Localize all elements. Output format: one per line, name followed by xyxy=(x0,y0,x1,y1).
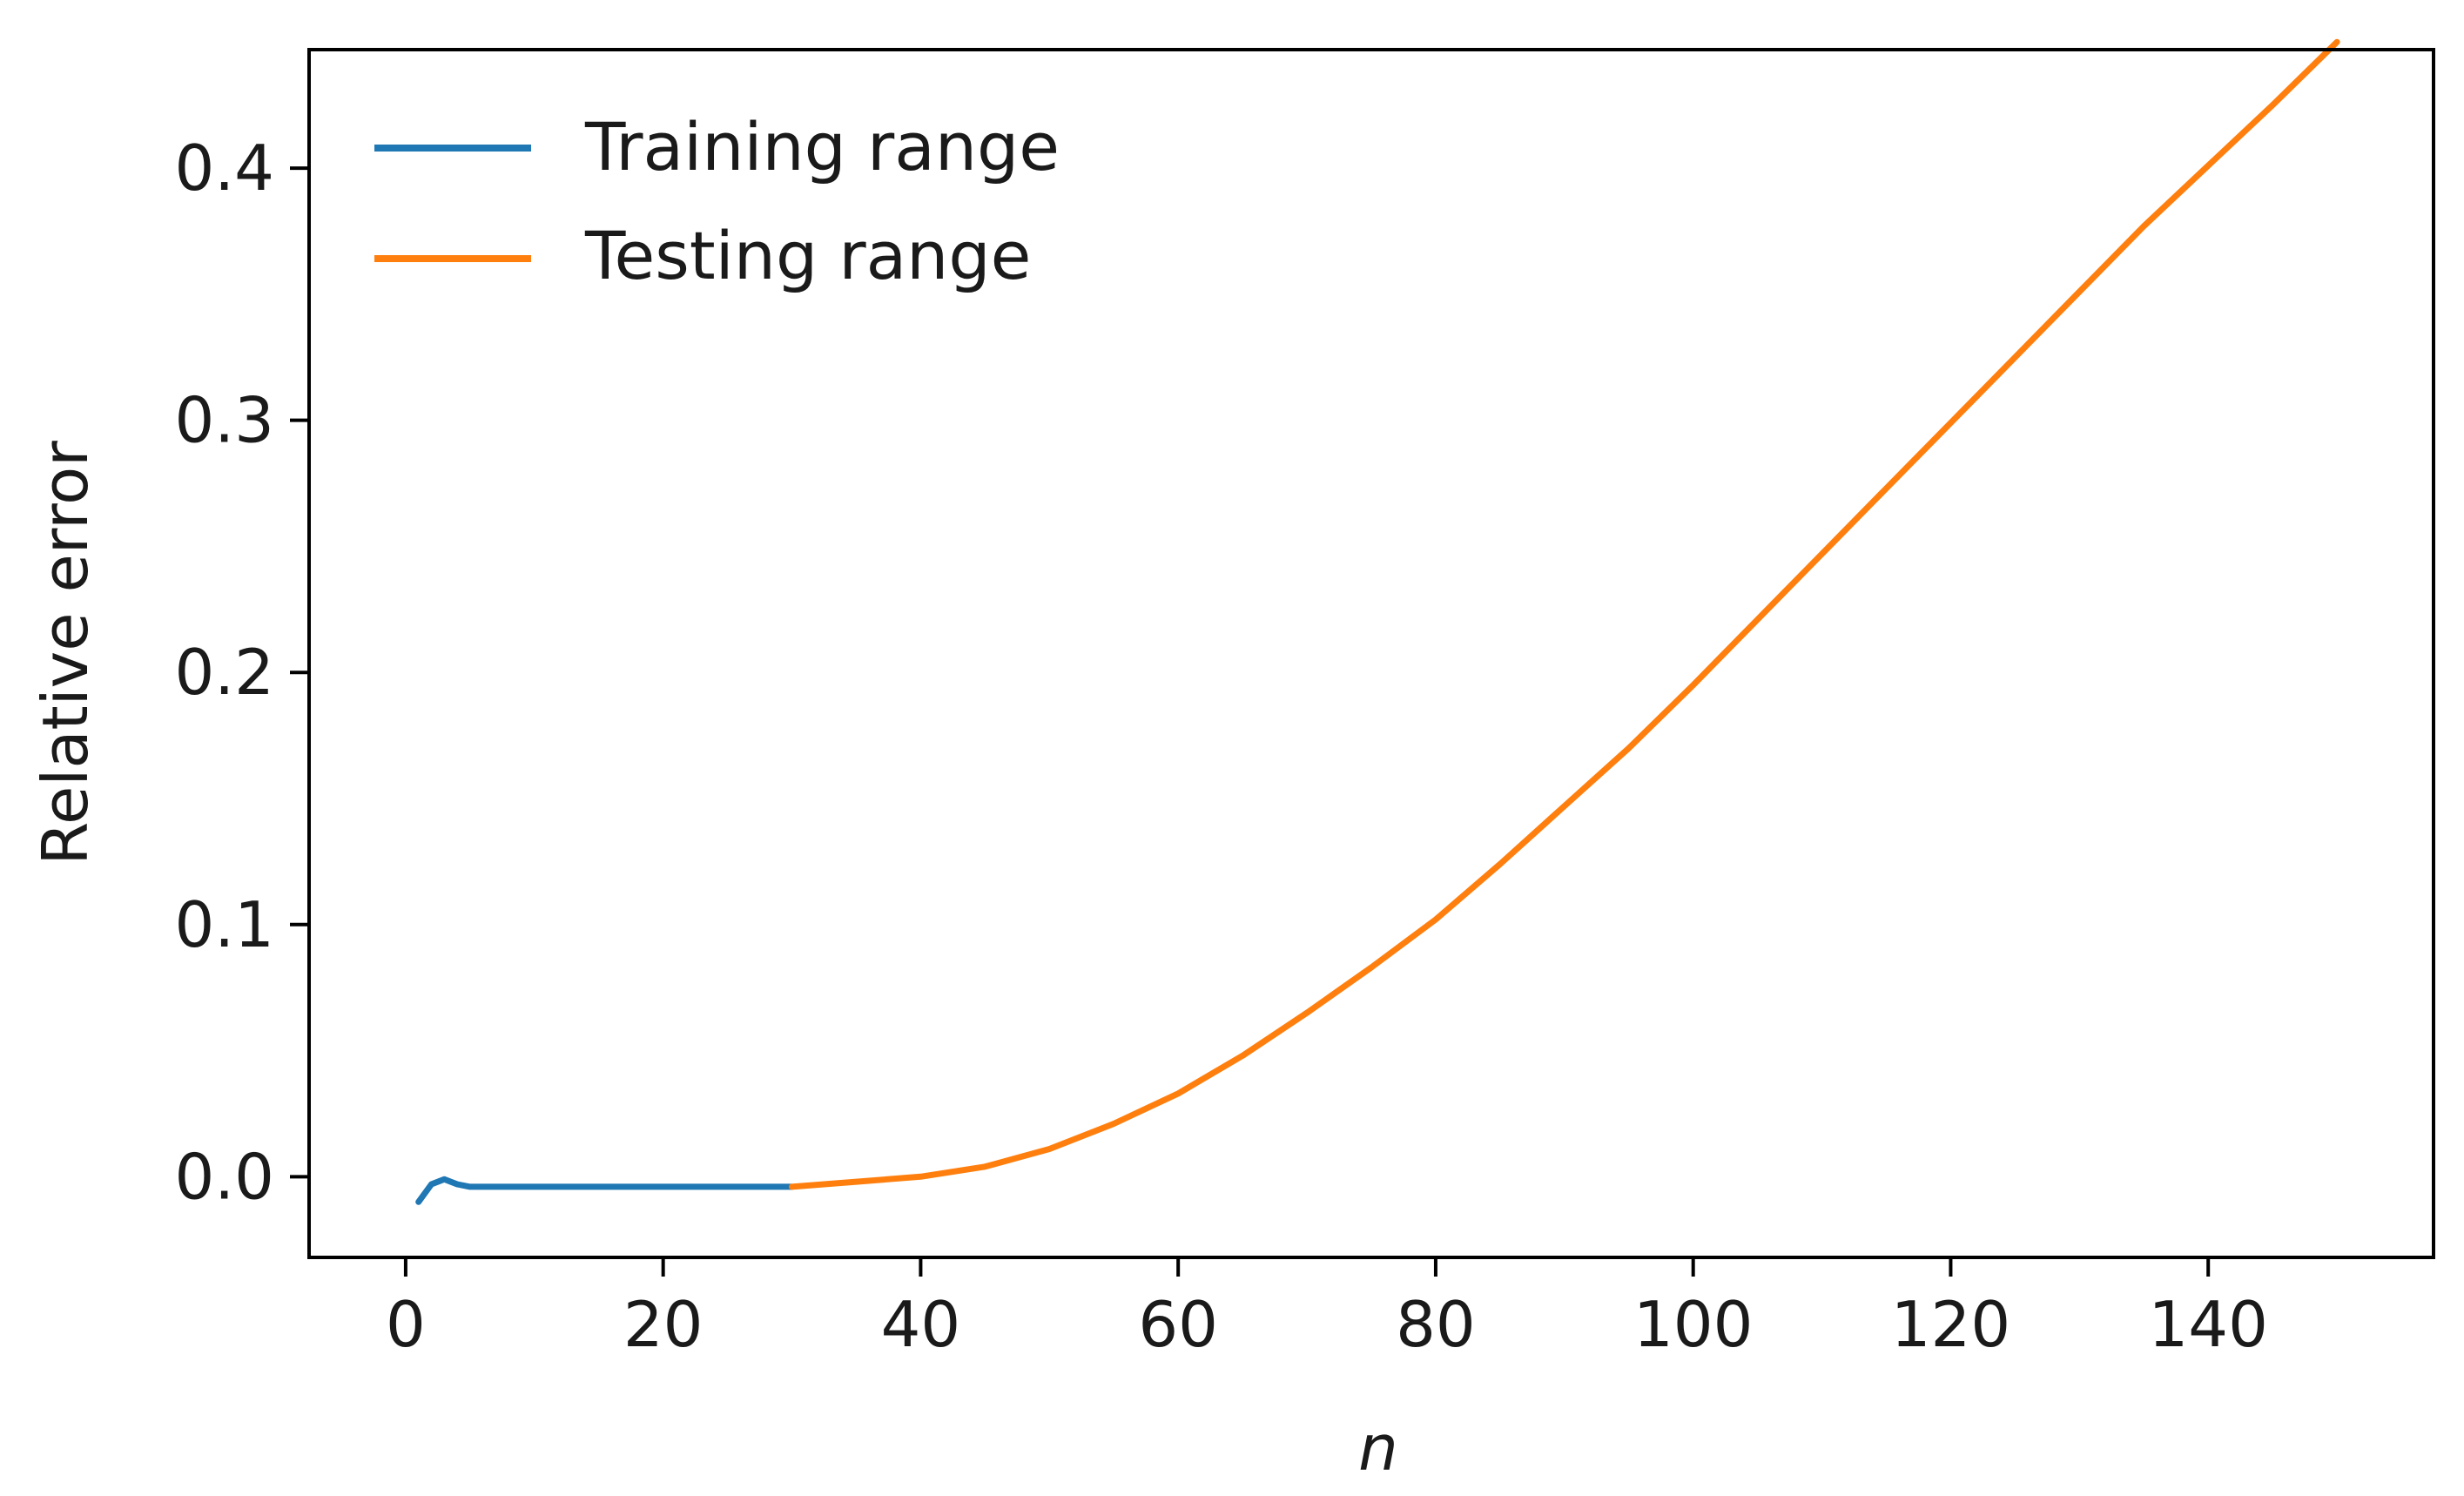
y-tick-label: 0.1 xyxy=(174,888,274,961)
x-tick-label: 40 xyxy=(881,1288,961,1361)
legend-label-training: Training range xyxy=(584,108,1060,185)
x-tick-label: 140 xyxy=(2148,1288,2267,1361)
y-axis-label: Relative error xyxy=(29,441,102,866)
x-tick-label: 120 xyxy=(1891,1288,2010,1361)
x-tick-label: 100 xyxy=(1633,1288,1753,1361)
y-tick-label: 0.3 xyxy=(174,384,274,457)
x-axis-label: n xyxy=(1358,1412,1398,1485)
plot-frame xyxy=(307,48,2435,1259)
x-tick-label: 80 xyxy=(1396,1288,1476,1361)
x-tick-label: 0 xyxy=(386,1288,426,1361)
legend: Training range Testing range xyxy=(374,108,1060,294)
y-tick-label: 0.0 xyxy=(174,1140,274,1213)
x-tick-label: 60 xyxy=(1138,1288,1218,1361)
series-line-1 xyxy=(789,38,2340,1190)
y-axis-ticks: 0.0 0.1 0.2 0.3 0.4 xyxy=(174,131,309,1213)
legend-label-testing: Testing range xyxy=(584,217,1031,294)
x-axis-ticks: 0 20 40 60 80 100 120 140 xyxy=(386,1257,2268,1361)
series-line-0 xyxy=(415,1176,795,1205)
y-tick-label: 0.2 xyxy=(174,636,274,709)
y-tick-label: 0.4 xyxy=(174,131,274,205)
plot-lines xyxy=(415,38,2340,1205)
x-tick-label: 20 xyxy=(623,1288,704,1361)
